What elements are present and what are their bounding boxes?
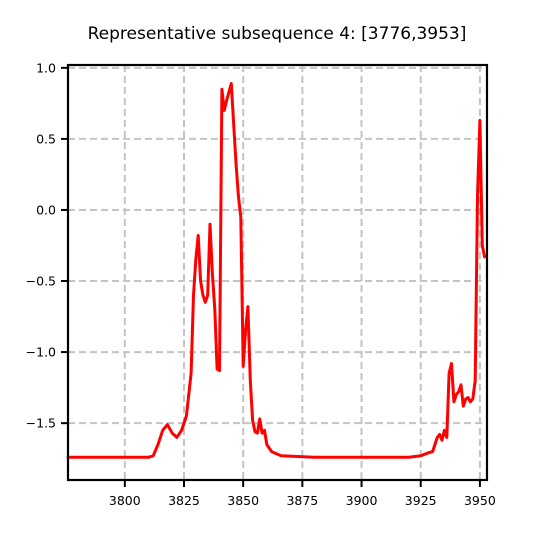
ticks: 3800 3825 3850 3875 3900 3925 3950 1.0 0.5 0.0 −0.… <box>26 60 496 508</box>
x-tick-label: 3850 <box>227 493 259 508</box>
y-tick-label: −1.5 <box>26 416 56 431</box>
y-tick-label: −0.5 <box>26 274 56 289</box>
plot-frame <box>66 63 489 482</box>
x-tick-label: 3800 <box>109 493 141 508</box>
y-tick-label: 0.0 <box>36 202 56 217</box>
y-tick-label: −1.0 <box>26 345 56 360</box>
x-tick-label: 3925 <box>405 493 437 508</box>
y-tick-label: 0.5 <box>36 131 56 146</box>
chart-title: Representative subsequence 4: [3776,3953… <box>88 24 467 44</box>
x-tick-label: 3950 <box>464 493 496 508</box>
series-line <box>66 82 487 459</box>
series-layer <box>66 82 487 459</box>
y-tick-label: 1.0 <box>36 60 56 75</box>
x-tick-label: 3825 <box>168 493 200 508</box>
x-tick-label: 3875 <box>286 493 318 508</box>
x-tick-label: 3900 <box>346 493 378 508</box>
